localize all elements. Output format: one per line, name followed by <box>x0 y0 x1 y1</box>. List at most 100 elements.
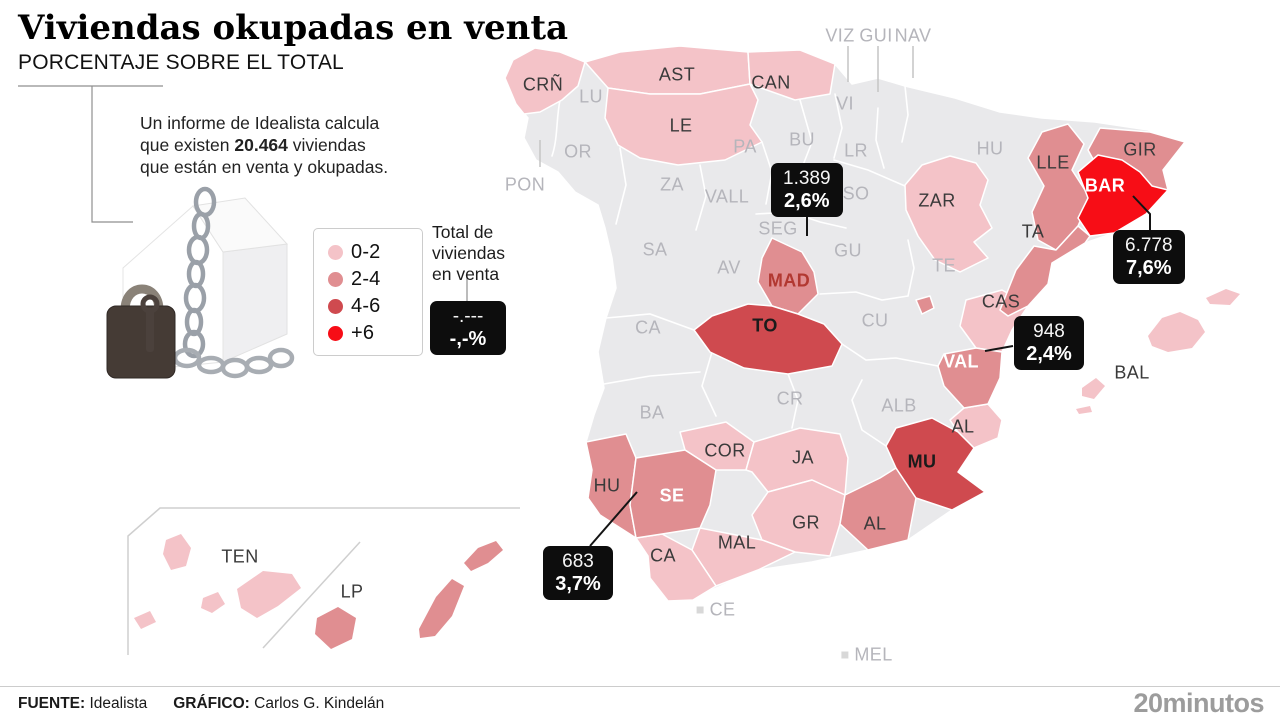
legend-swatch-4-6 <box>328 299 343 314</box>
region-label-ten: TEN <box>221 546 259 567</box>
region-label-za: ZA <box>660 174 684 195</box>
region-label-se: SE <box>659 485 685 506</box>
region-label-le: LE <box>669 115 693 136</box>
legend-swatch-6plus <box>328 326 343 341</box>
key-shaft <box>146 308 154 352</box>
chain-vertical <box>182 186 217 359</box>
callout-mad-pct: 2,6% <box>783 190 830 212</box>
island-menorca <box>1206 289 1240 305</box>
region-label-hu: HU <box>593 475 621 496</box>
region-label-gr: GR <box>792 512 820 533</box>
callout-bar-pct: 7,6% <box>1125 257 1172 279</box>
region-label-gir: GIR <box>1123 139 1157 160</box>
credit-label: GRÁFICO: <box>173 695 250 712</box>
region-label-av: AV <box>717 257 741 278</box>
island-lanzarote <box>464 541 503 571</box>
label-pointer-lines <box>539 46 914 167</box>
island-la-palma <box>163 534 191 570</box>
region-label-pon: PON <box>504 174 546 195</box>
region-gr <box>751 479 846 557</box>
region-se <box>629 449 717 539</box>
region-label-nav: NAV <box>894 25 932 46</box>
province-border-hints <box>551 85 939 447</box>
region-to <box>693 303 843 375</box>
island-tenerife <box>237 571 301 618</box>
region-label-mel: MEL <box>841 645 892 666</box>
credits: FUENTE: Idealista GRÁFICO: Carlos G. Kind… <box>18 695 384 713</box>
callout-bar-total: 6.778 <box>1125 235 1173 256</box>
island-mallorca <box>1148 312 1205 352</box>
region-label-to: TO <box>752 315 778 336</box>
callout-se: 683 3,7% <box>543 546 613 600</box>
source-value: Idealista <box>85 695 148 712</box>
legend-item: 4-6 <box>328 293 422 320</box>
callout-se-total: 683 <box>562 551 594 572</box>
canary-islands-inset <box>127 507 520 655</box>
callout-val-total: 948 <box>1033 321 1065 342</box>
island-ibiza <box>1082 378 1105 399</box>
region-label-or: OR <box>564 141 592 162</box>
legend-item: 2-4 <box>328 266 422 293</box>
city-square-icon <box>696 606 704 614</box>
region-label-ta: TA <box>1021 221 1045 242</box>
region-label-ca: CA <box>635 317 661 338</box>
intro-highlight-total: 20.464 <box>234 134 288 155</box>
region-label-ce: CE <box>696 600 736 621</box>
region-label-val: VAL <box>943 351 979 372</box>
region-bar <box>1077 154 1169 237</box>
sample-value-placeholder: -.--- <box>452 306 484 327</box>
regions-6plus <box>1077 154 1169 237</box>
island-el-hierro <box>134 611 156 629</box>
legend-label: 4-6 <box>351 295 381 317</box>
connector-bar <box>1132 195 1151 230</box>
region-label-mal: MAL <box>717 532 757 553</box>
brand-logo-20minutos: 20minutos <box>1133 688 1264 718</box>
region-almeria <box>839 467 917 551</box>
region-label-lr: LR <box>844 140 868 161</box>
padlock-body <box>106 305 176 379</box>
region-label-vall: VALL <box>704 186 750 207</box>
region-ademuz <box>915 295 935 315</box>
region-label-can: CAN <box>751 72 791 93</box>
region-label-sa: SA <box>642 239 668 260</box>
island-fuerteventura <box>419 579 464 638</box>
region-label-mad: MAD <box>767 270 811 291</box>
header: Viviendas okupadas en venta PORCENTAJE S… <box>18 8 569 75</box>
legend-swatch-0-2 <box>328 245 343 260</box>
source-label: FUENTE: <box>18 695 86 712</box>
credit-value: Carlos G. Kindelán <box>249 695 385 712</box>
regions-4-6 <box>693 303 986 511</box>
region-label-bu: BU <box>789 129 815 150</box>
callout-val-pct: 2,4% <box>1026 343 1072 365</box>
region-label-pa: PA <box>733 136 757 157</box>
legend-label: +6 <box>351 322 375 344</box>
region-label-cr: CR <box>776 388 804 409</box>
intro-text-after: viviendas que están en venta y okupadas. <box>140 134 389 177</box>
callout-val: 948 2,4% <box>1014 316 1084 370</box>
island-formentera <box>1076 406 1092 414</box>
region-label-vi: VI <box>836 93 854 114</box>
page-title: Viviendas okupadas en venta <box>18 8 569 48</box>
region-label-hu: HU <box>976 138 1004 159</box>
region-ta <box>999 225 1091 317</box>
intro-text-before: Un informe de Idealista calcula que exis… <box>140 112 380 155</box>
legend-item: +6 <box>328 320 422 347</box>
inset-divider <box>262 541 361 649</box>
region-label-gu: GU <box>834 240 862 261</box>
house-chain-illustration <box>106 186 295 379</box>
sample-pct-placeholder: -,-% <box>449 328 487 350</box>
region-label-viz: VIZ <box>825 25 855 46</box>
region-label-ja: JA <box>792 447 814 468</box>
total-viviendas-label: Total de viviendas en venta <box>432 222 505 284</box>
region-label-so: SO <box>842 183 870 204</box>
regions-0-2 <box>504 45 1029 602</box>
region-label-lp: LP <box>340 581 364 602</box>
region-label-gui: GUI <box>859 25 893 46</box>
callout-mad-total: 1.389 <box>783 168 831 189</box>
region-label-ca: CA <box>650 545 676 566</box>
balearic-islands <box>1076 289 1240 414</box>
regions-2-4 <box>585 123 1186 551</box>
